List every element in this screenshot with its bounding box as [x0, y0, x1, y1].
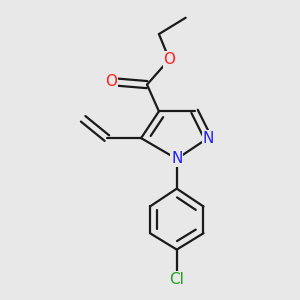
Text: Cl: Cl — [169, 272, 184, 287]
Text: N: N — [202, 130, 214, 146]
Text: O: O — [105, 74, 117, 89]
Text: N: N — [171, 152, 182, 166]
Text: O: O — [163, 52, 175, 67]
